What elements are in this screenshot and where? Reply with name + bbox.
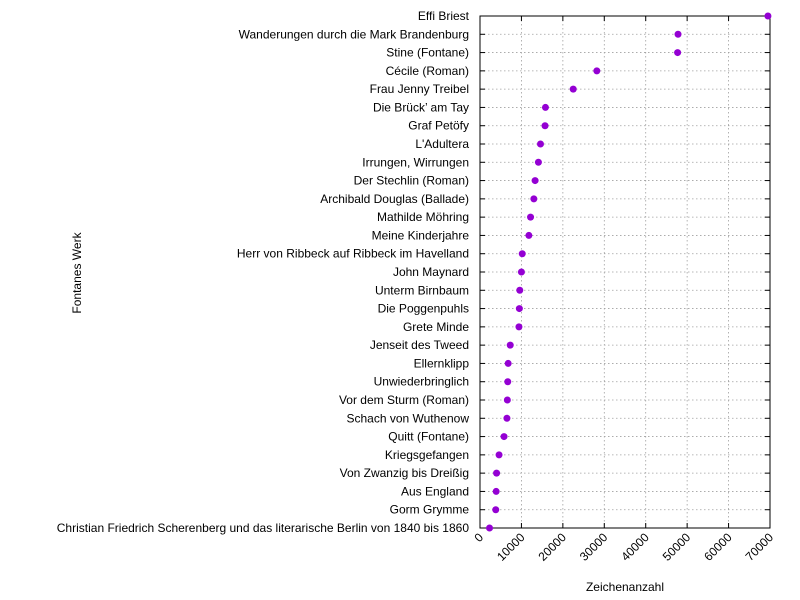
data-point xyxy=(764,12,772,20)
category-label: Der Stechlin (Roman) xyxy=(354,174,469,188)
x-tick-label: 30000 xyxy=(577,530,611,564)
category-label: Unwiederbringlich xyxy=(374,375,469,389)
data-point xyxy=(504,359,512,367)
category-label: Unterm Birnbaum xyxy=(375,283,469,297)
x-tick-label: 60000 xyxy=(701,530,735,564)
category-label: Graf Petöfy xyxy=(408,119,469,133)
data-point xyxy=(504,378,512,386)
category-label: Stine (Fontane) xyxy=(386,46,469,60)
x-axis-title: Zeichenanzahl xyxy=(586,580,664,594)
data-point xyxy=(534,158,542,166)
category-label: Kriegsgefangen xyxy=(385,448,469,462)
x-tick-label: 50000 xyxy=(660,530,694,564)
category-label: Mathilde Möhring xyxy=(377,210,469,224)
category-label: Meine Kinderjahre xyxy=(372,228,470,242)
data-point xyxy=(515,323,523,331)
category-label: Irrungen, Wirrungen xyxy=(362,155,469,169)
category-label: Frau Jenny Treibel xyxy=(370,82,469,96)
category-label: Cécile (Roman) xyxy=(386,64,469,78)
x-tick-label: 20000 xyxy=(535,530,569,564)
x-tick-labels: 0 10000 20000 30000 40000 50000 60000 70000 xyxy=(471,530,776,564)
data-point xyxy=(495,451,503,459)
data-point xyxy=(525,231,533,239)
data-point xyxy=(515,305,523,313)
data-point xyxy=(541,122,549,130)
data-point xyxy=(674,49,682,57)
category-label: Aus England xyxy=(401,484,469,498)
category-label: Gorm Grymme xyxy=(390,503,470,517)
category-label: Herr von Ribbeck auf Ribbeck im Havellan… xyxy=(237,247,469,261)
category-label: Vor dem Sturm (Roman) xyxy=(339,393,469,407)
x-tick-label: 40000 xyxy=(618,530,652,564)
category-label: John Maynard xyxy=(393,265,469,279)
data-point xyxy=(503,414,511,422)
x-tick-label: 10000 xyxy=(494,530,528,564)
data-point xyxy=(500,433,508,441)
data-point xyxy=(569,85,577,93)
category-label: Schach von Wuthenow xyxy=(346,411,469,425)
category-label: Quitt (Fontane) xyxy=(388,430,469,444)
data-point xyxy=(486,524,494,532)
data-point xyxy=(517,268,525,276)
data-point xyxy=(503,396,511,404)
category-label: Christian Friedrich Scherenberg und das … xyxy=(57,521,470,535)
data-point xyxy=(506,341,514,349)
category-label: Ellernklipp xyxy=(414,356,470,370)
category-label: Grete Minde xyxy=(403,320,469,334)
category-label: Effi Briest xyxy=(418,9,470,23)
data-point xyxy=(593,67,601,75)
data-point xyxy=(530,195,538,203)
data-point xyxy=(516,286,524,294)
data-point xyxy=(492,506,500,514)
y-axis-title: Fontanes Werk xyxy=(70,231,84,313)
data-point xyxy=(531,177,539,185)
x-tick-label: 70000 xyxy=(743,530,777,564)
data-point xyxy=(527,213,535,221)
grid-lines xyxy=(480,16,770,528)
data-point xyxy=(541,103,549,111)
data-point xyxy=(492,487,500,495)
category-labels: Effi Briest Wanderungen durch die Mark Br… xyxy=(57,9,470,535)
data-points xyxy=(486,12,772,532)
category-label: Archibald Douglas (Ballade) xyxy=(320,192,469,206)
category-label: L'Adultera xyxy=(415,137,469,151)
x-tick-label: 0 xyxy=(471,530,486,545)
data-point xyxy=(536,140,544,148)
data-point xyxy=(493,469,501,477)
data-point xyxy=(518,250,526,258)
category-label: Jenseit des Tweed xyxy=(370,338,469,352)
category-label: Von Zwanzig bis Dreißig xyxy=(340,466,469,480)
category-label: Wanderungen durch die Mark Brandenburg xyxy=(239,27,469,41)
category-label: Die Brück’ am Tay xyxy=(373,100,469,114)
data-point xyxy=(674,30,682,38)
category-label: Die Poggenpuhls xyxy=(378,302,469,316)
